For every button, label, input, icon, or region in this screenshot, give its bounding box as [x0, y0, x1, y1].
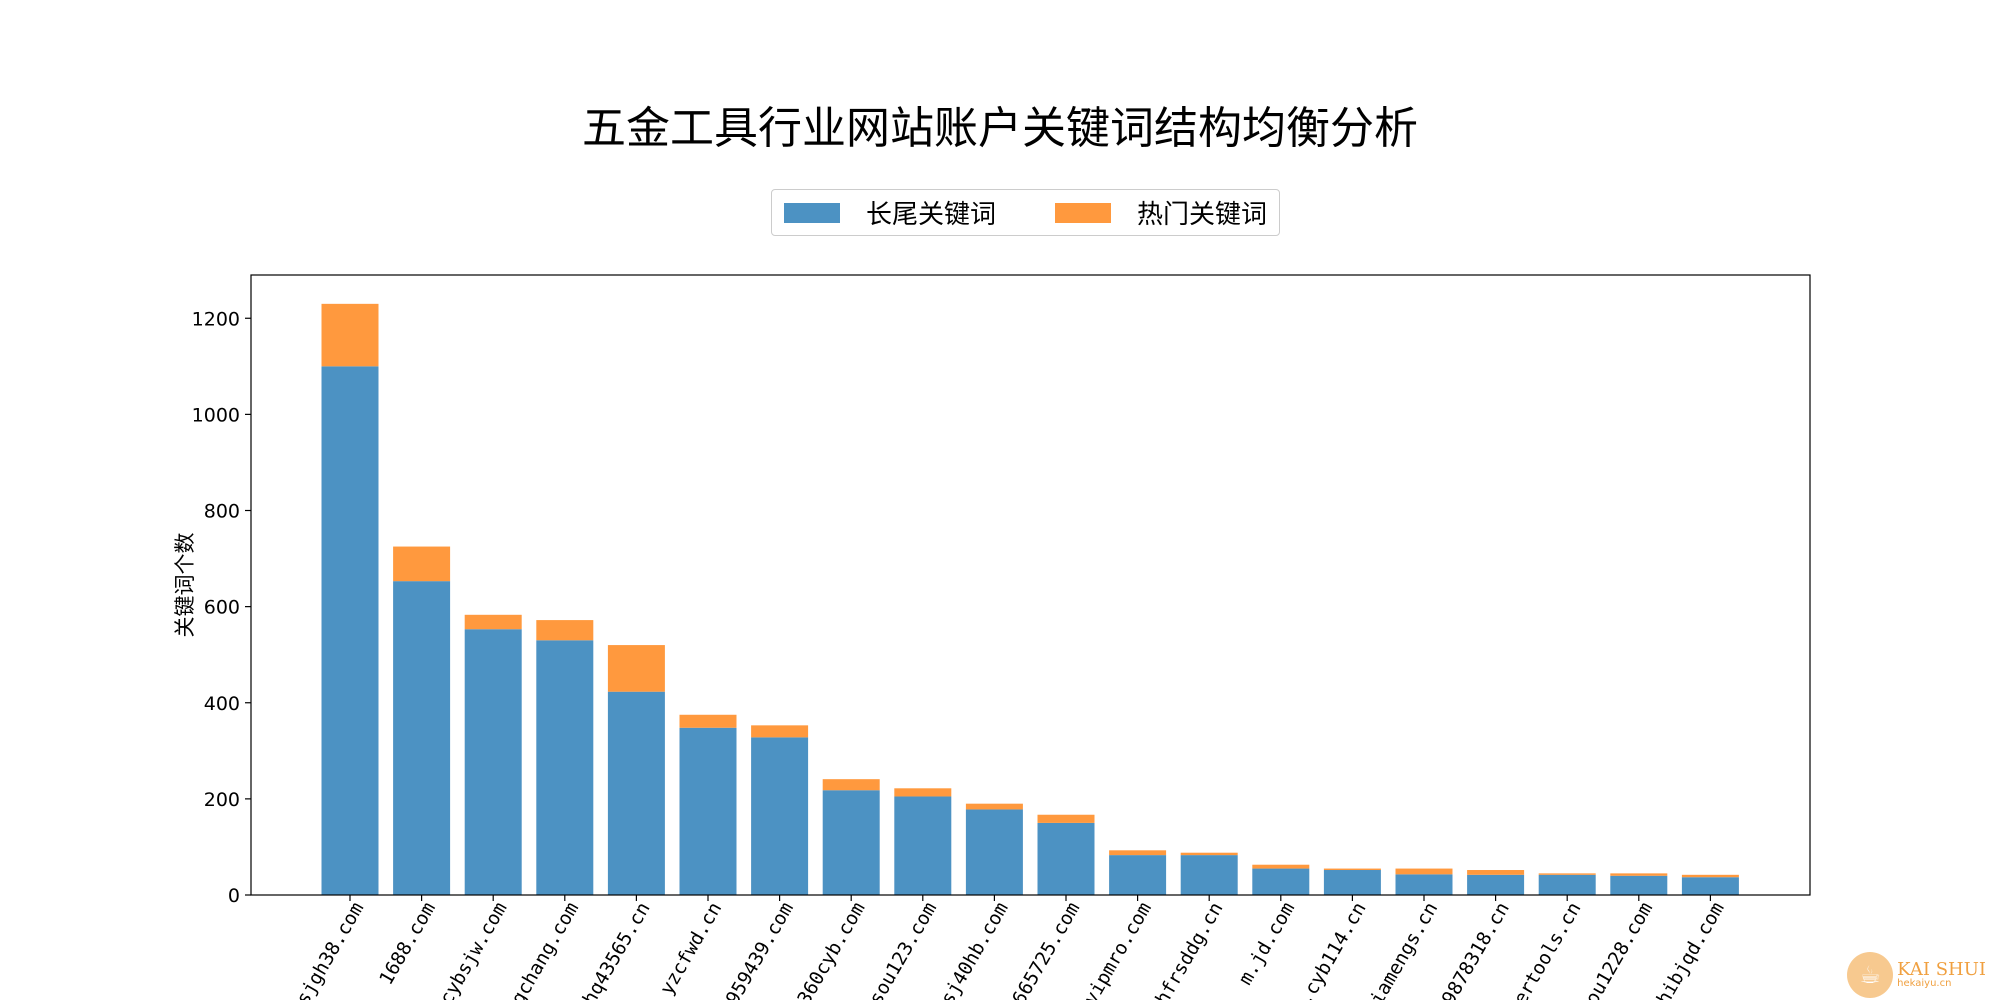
chart-title: 五金工具行业网站账户关键词结构均衡分析 [582, 103, 1418, 154]
bar-longtail-4 [607, 691, 665, 895]
bar-longtail-14 [1323, 870, 1381, 895]
y-tick-label-6: 1200 [192, 308, 240, 330]
bar-hot-8 [894, 788, 952, 797]
coffee-cup-icon: ☕ [1847, 952, 1894, 998]
y-tick-label-4: 800 [204, 501, 240, 523]
bar-hot-14 [1323, 868, 1381, 871]
y-tick-label-0: 0 [228, 885, 240, 907]
y-axis-label: 关键词个数 [173, 533, 197, 638]
bar-hot-12 [1180, 852, 1238, 856]
bar-longtail-13 [1252, 868, 1310, 895]
bar-longtail-1 [393, 581, 451, 895]
x-tick-label-19: hibjqd.com [1652, 899, 1728, 1000]
x-tick-label-12: hfrsddg.cn [1151, 899, 1227, 1000]
bar-hot-13 [1252, 864, 1310, 869]
bar-longtail-11 [1109, 855, 1167, 895]
bar-longtail-6 [751, 737, 809, 895]
x-tick-label-18: ou1228.com [1581, 899, 1657, 1000]
bar-longtail-2 [464, 629, 522, 895]
bar-longtail-15 [1395, 874, 1453, 895]
bar-hot-0 [321, 303, 379, 367]
x-tick-label-6: 959439.com [722, 899, 798, 1000]
x-tick-label-14: .cyb114.cn [1294, 899, 1370, 1000]
plot-frame [250, 274, 1811, 896]
bar-longtail-7 [822, 790, 880, 895]
legend-label-series-1: 长尾关键词 [866, 200, 997, 230]
x-tick-label-1: 1688.com [375, 899, 440, 989]
x-tick-label-17: ertools.cn [1509, 899, 1585, 1000]
bar-hot-10 [1037, 814, 1095, 823]
watermark: ☕ KAI SHUI hekaiyu.cn [1847, 952, 1986, 998]
bar-hot-17 [1538, 873, 1596, 875]
x-tick-label-4: hq43565.cn [578, 899, 654, 1000]
x-tick-label-2: cybsjw.com [435, 899, 511, 1000]
bar-longtail-12 [1180, 855, 1238, 895]
bar-hot-7 [822, 779, 880, 791]
x-tick-label-8: sou123.com [865, 899, 941, 1000]
bar-longtail-18 [1610, 875, 1668, 895]
bar-longtail-9 [965, 809, 1023, 895]
watermark-text: KAI SHUI hekaiyu.cn [1897, 961, 1986, 989]
legend-swatch-series-1 [784, 202, 840, 223]
bar-hot-4 [607, 645, 665, 692]
bar-longtail-3 [536, 640, 594, 895]
x-tick-label-13: m.jd.com [1234, 899, 1299, 989]
bar-hot-11 [1109, 850, 1167, 856]
bar-hot-5 [679, 714, 737, 728]
bar-hot-9 [965, 803, 1023, 810]
bar-longtail-19 [1681, 877, 1739, 895]
y-tick-label-1: 200 [204, 789, 240, 811]
watermark-brand: KAI SHUI [1897, 959, 1986, 980]
bar-longtail-5 [679, 727, 737, 895]
legend-item-series-2: 热门关键词 [1055, 190, 1267, 235]
bar-hot-6 [751, 725, 809, 738]
bar-hot-1 [393, 546, 451, 582]
x-tick-label-5: yzcfwd.cn [656, 899, 727, 999]
x-tick-label-15: jiamengs.cn [1360, 899, 1442, 1000]
x-tick-label-16: 9878318.cn [1438, 899, 1514, 1000]
legend-item-series-1: 长尾关键词 [784, 190, 996, 235]
bar-hot-15 [1395, 868, 1453, 875]
bar-hot-3 [536, 620, 594, 641]
bar-longtail-16 [1467, 874, 1525, 895]
x-tick-label-10: 665725.com [1008, 899, 1084, 1000]
bar-hot-19 [1681, 874, 1739, 878]
legend-swatch-series-2 [1055, 202, 1111, 223]
x-tick-label-9: sj40hb.com [936, 899, 1012, 1000]
bar-longtail-10 [1037, 822, 1095, 895]
bar-longtail-8 [894, 796, 952, 895]
bar-longtail-0 [321, 366, 379, 895]
bar-hot-16 [1467, 870, 1525, 875]
legend-label-series-2: 热门关键词 [1137, 200, 1268, 230]
y-tick-label-2: 400 [204, 693, 240, 715]
x-tick-label-0: sjgh38.com [292, 899, 368, 1000]
bar-hot-18 [1610, 873, 1668, 876]
bar-hot-2 [464, 614, 522, 630]
legend: 长尾关键词 热门关键词 [771, 189, 1280, 236]
watermark-site: hekaiyu.cn [1897, 978, 1952, 989]
x-tick-label-11: vipmro.com [1080, 899, 1156, 1000]
x-tick-label-7: 360cyb.com [793, 899, 869, 1000]
bar-longtail-17 [1538, 874, 1596, 895]
y-tick-label-3: 600 [204, 597, 240, 619]
x-tick-label-3: gchang.com [507, 899, 583, 1000]
y-tick-label-5: 1000 [192, 404, 240, 426]
